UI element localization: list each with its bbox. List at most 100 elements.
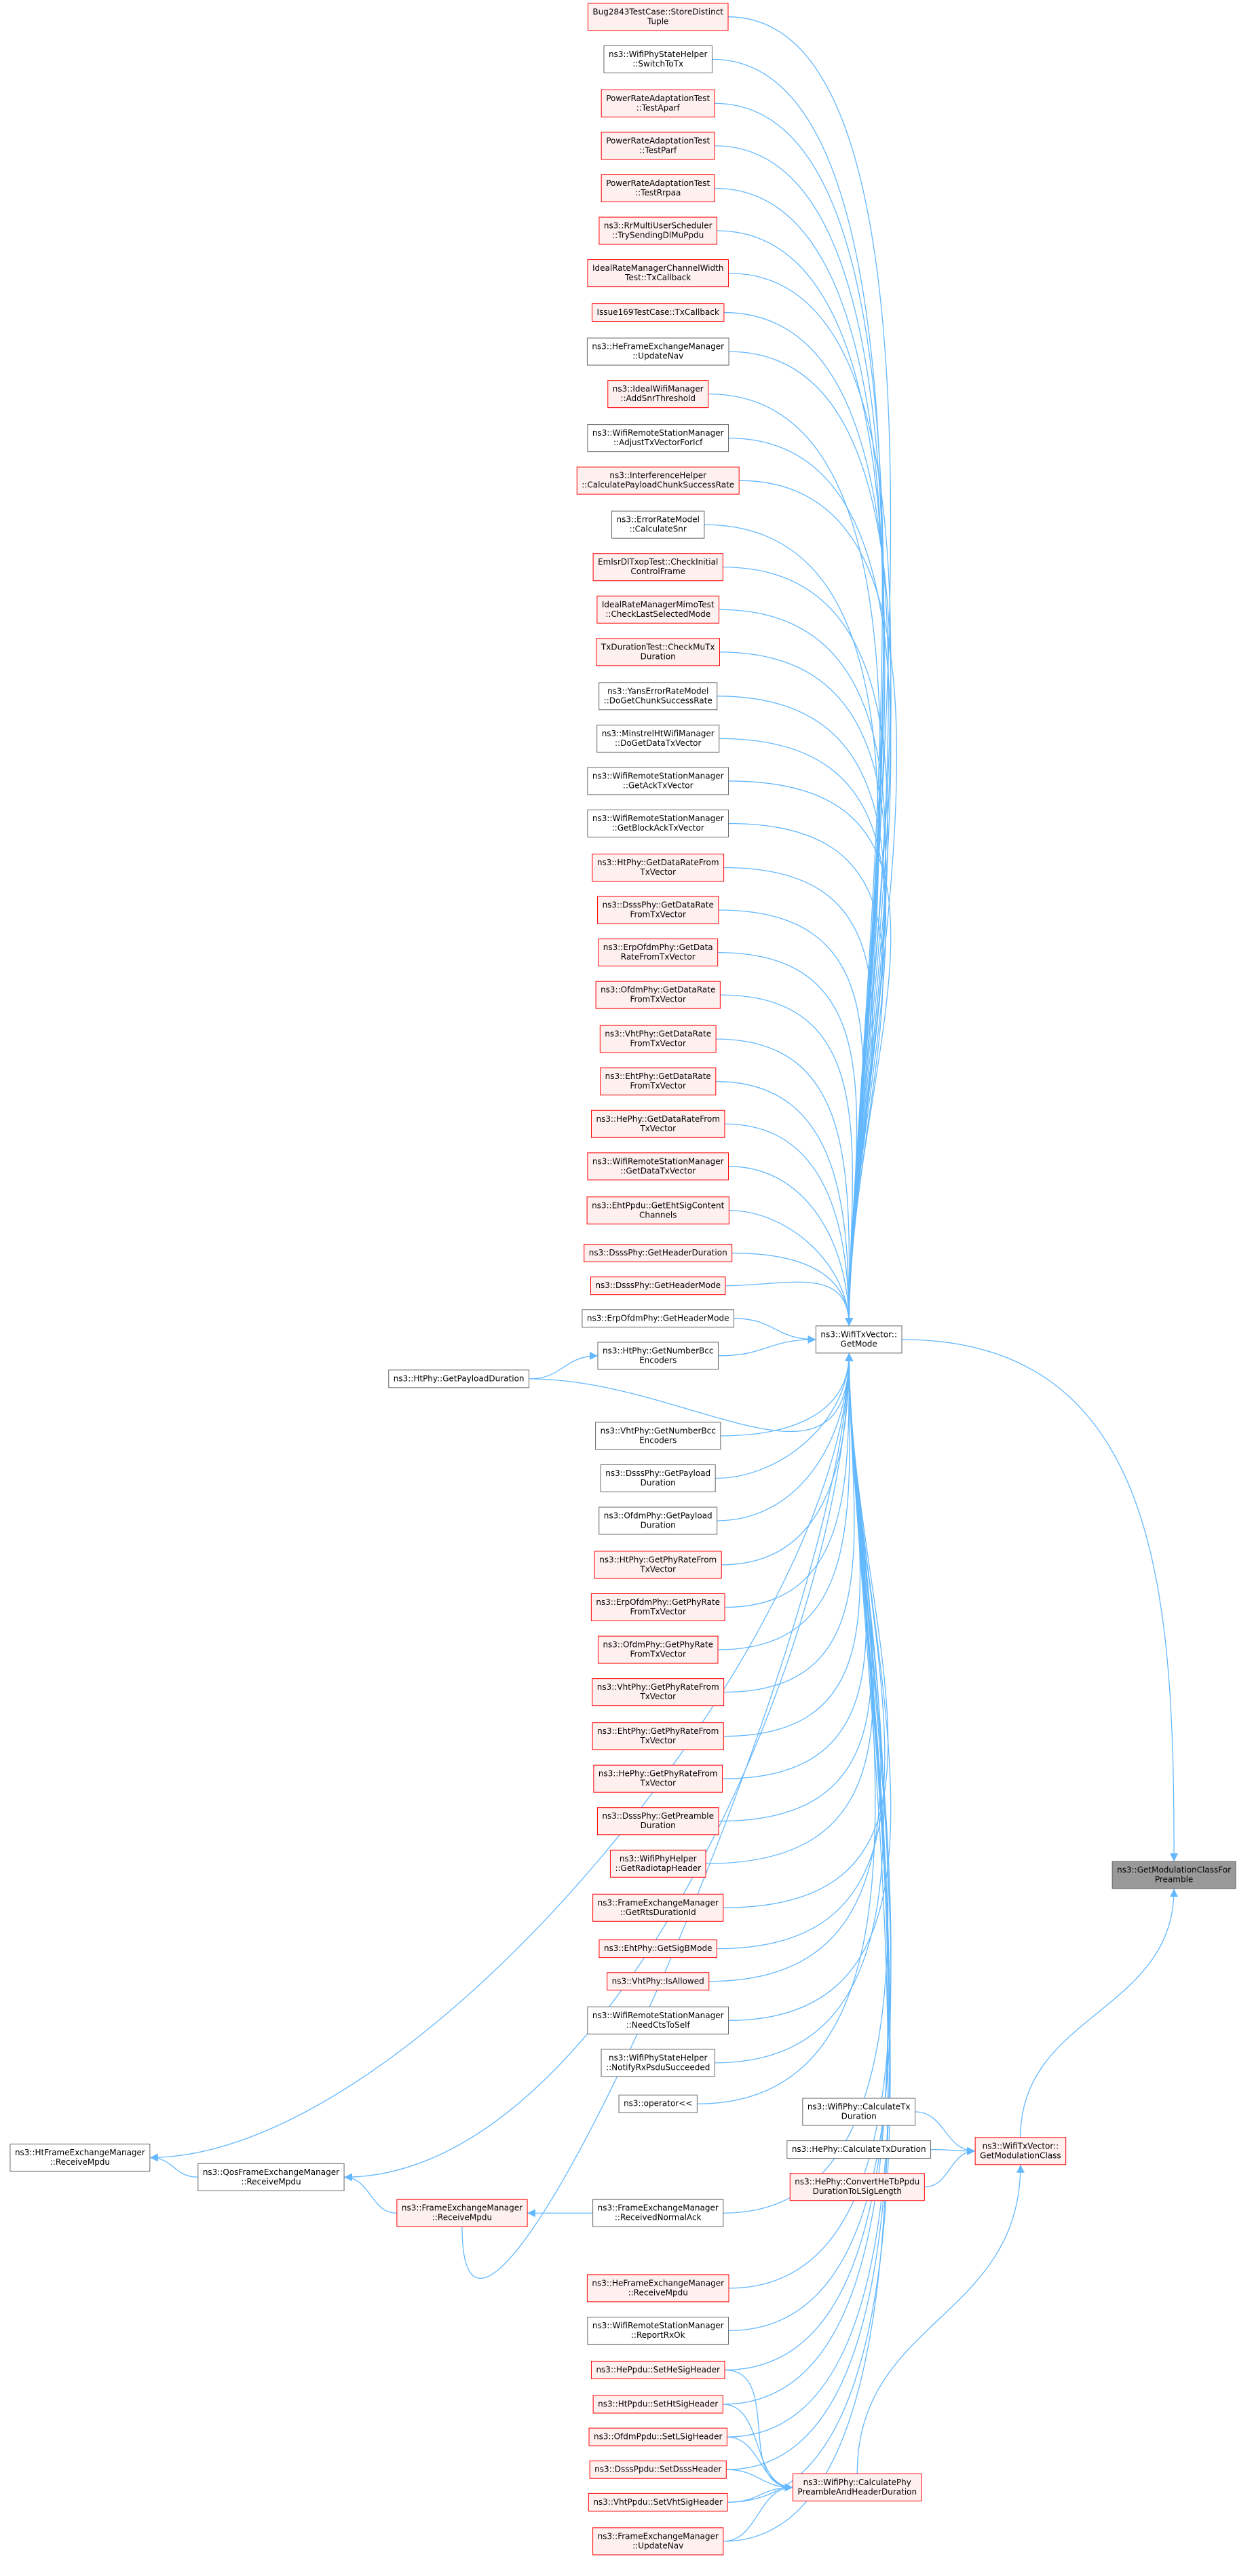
node[interactable]: ns3::RrMultiUserScheduler::TrySendingDlM… [598, 216, 718, 245]
node[interactable]: ns3::FrameExchangeManager::UpdateNav [592, 2527, 724, 2556]
node[interactable]: ns3::QosFrameExchangeManager::ReceiveMpd… [197, 2163, 345, 2191]
node[interactable]: ns3::WifiPhy::CalculatePhyPreambleAndHea… [792, 2473, 922, 2501]
node[interactable]: ns3::WifiRemoteStationManager::GetBlockA… [587, 810, 729, 837]
node-box [587, 259, 729, 288]
node-label: ::UpdateNav [632, 2541, 683, 2550]
node[interactable]: EmlsrDlTxopTest::CheckInitialControlFram… [592, 553, 723, 582]
node[interactable]: ns3::HePpdu::SetHeSigHeader [590, 2360, 725, 2379]
node[interactable]: ns3::FrameExchangeManager::ReceiveMpdu [396, 2199, 528, 2227]
node[interactable]: ns3::HePhy::CalculateTxDuration [786, 2140, 932, 2159]
node[interactable]: ns3::IdealWifiManager::AddSnrThreshold [607, 380, 709, 409]
node[interactable]: ns3::WifiPhyStateHelper::SwitchToTx [603, 45, 712, 73]
node[interactable]: IdealRateManagerMimoTest::CheckLastSelec… [596, 595, 720, 624]
node-label: TxVector [639, 1736, 676, 1745]
node-box [594, 1551, 722, 1579]
node-label: ns3::EhtPhy::GetDataRate [605, 1072, 711, 1081]
node-label: TxVector [639, 867, 676, 877]
node[interactable]: ns3::DsssPpdu::SetDsssHeader [589, 2460, 727, 2479]
node[interactable]: ns3::DsssPhy::GetHeaderDuration [584, 1244, 733, 1263]
node[interactable]: ns3::OfdmPpdu::SetLSigHeader [588, 2427, 727, 2446]
node-box [592, 2199, 724, 2227]
node[interactable]: ns3::WifiTxVector::GetModulationClass [974, 2137, 1067, 2165]
node-label: EmlsrDlTxopTest::CheckInitial [598, 557, 718, 567]
node-label: ::CalculatePayloadChunkSuccessRate [582, 480, 734, 490]
node-label: IdealRateManagerMimoTest [602, 600, 715, 609]
node[interactable]: ns3::WifiRemoteStationManager::AdjustTxV… [587, 424, 729, 453]
edge [734, 1318, 816, 1344]
node[interactable]: PowerRateAdaptationTest::TestRrpaa [601, 174, 715, 202]
node-label: ::AddSnrThreshold [620, 394, 696, 403]
node[interactable]: ns3::InterferenceHelper::CalculatePayloa… [576, 466, 740, 495]
node[interactable]: ns3::HeFrameExchangeManager::UpdateNav [586, 337, 729, 366]
node[interactable]: ns3::HtPhy::GetPayloadDuration [388, 1369, 530, 1388]
node[interactable]: ns3::HeFrameExchangeManager::ReceiveMpdu [586, 2274, 729, 2303]
node-box [792, 2473, 922, 2501]
node[interactable]: ns3::HePhy::ConvertHeTbPpduDurationToLSi… [789, 2173, 925, 2201]
edge [719, 609, 887, 1326]
node-label: ns3::IdealWifiManager [613, 384, 704, 394]
node-label: ns3::WifiRemoteStationManager [592, 814, 724, 823]
node[interactable]: IdealRateManagerChannelWidthTest::TxCall… [587, 259, 729, 288]
node-box [609, 1849, 706, 1878]
node[interactable]: ns3::WifiRemoteStationManager::GetAckTxV… [587, 767, 729, 795]
node[interactable]: ns3::DsssPhy::GetHeaderMode [590, 1276, 726, 1295]
node-label: TxVector [639, 1779, 676, 1788]
node[interactable]: PowerRateAdaptationTest::TestAparf [601, 89, 715, 117]
node-label: Encoders [639, 1435, 677, 1445]
node-box [601, 2049, 715, 2077]
node[interactable]: ns3::WifiPhy::CalculateTxDuration [802, 2098, 916, 2126]
node[interactable]: ns3::EhtPhy::GetSigBMode [598, 1939, 717, 1958]
node[interactable]: ns3::VhtPpdu::SetVhtSigHeader [588, 2493, 728, 2512]
node-label: ns3::DsssPhy::GetPayload [605, 1469, 710, 1478]
node[interactable]: ns3::FrameExchangeManager::ReceivedNorma… [592, 2199, 724, 2227]
node[interactable]: ns3::VhtPhy::IsAllowed [607, 1972, 710, 1991]
node[interactable]: ns3::FrameExchangeManager::GetRtsDuratio… [592, 1893, 724, 1922]
node[interactable]: Issue169TestCase::TxCallback [592, 303, 725, 322]
node[interactable]: ns3::YansErrorRateModel::DoGetChunkSucce… [598, 682, 718, 711]
node-label: ns3::OfdmPpdu::SetLSigHeader [594, 2432, 722, 2442]
node-label: ns3::ErpOfdmPhy::GetData [603, 943, 713, 952]
node-box [587, 3, 729, 31]
node[interactable]: ns3::WifiTxVector::GetMode [815, 1325, 902, 1354]
node[interactable]: ns3::ErrorRateModel::CalculateSnr [611, 510, 705, 539]
node[interactable]: ns3::MinstrelHtWifiManager::DoGetDataTxV… [596, 724, 720, 753]
node-box [597, 1635, 719, 1664]
edges [149, 16, 1179, 2542]
node[interactable]: ns3::HtPpdu::SetHtSigHeader [592, 2395, 723, 2414]
node[interactable]: ns3::ErpOfdmPhy::GetHeaderMode [582, 1309, 735, 1328]
node-box [607, 380, 709, 409]
node[interactable]: ns3::WifiRemoteStationManager::NeedCtsTo… [587, 2006, 729, 2034]
node[interactable]: ns3::HtFrameExchangeManager::ReceiveMpdu [10, 2143, 151, 2172]
node[interactable]: ns3::WifiPhyStateHelper::NotifyRxPsduSuc… [601, 2049, 715, 2077]
node-label: ::ReceiveMpdu [241, 2177, 301, 2186]
node[interactable]: ns3::WifiRemoteStationManager::GetDataTx… [587, 1152, 729, 1181]
node[interactable]: ns3::OfdmPhy::GetPayloadDuration [598, 1507, 718, 1535]
node[interactable]: ns3::WifiRemoteStationManager::ReportRxO… [587, 2316, 729, 2345]
node[interactable]: ns3::operator<< [618, 2094, 698, 2113]
node-label: ns3::FrameExchangeManager [598, 2531, 719, 2541]
node[interactable]: PowerRateAdaptationTest::TestParf [601, 132, 715, 160]
node[interactable]: ns3::DsssPhy::GetPayloadDuration [600, 1464, 716, 1492]
node-label: ns3::HePhy::GetPhyRateFrom [598, 1769, 718, 1779]
node[interactable]: ns3::WifiPhyHelper::GetRadiotapHeader [609, 1849, 706, 1878]
